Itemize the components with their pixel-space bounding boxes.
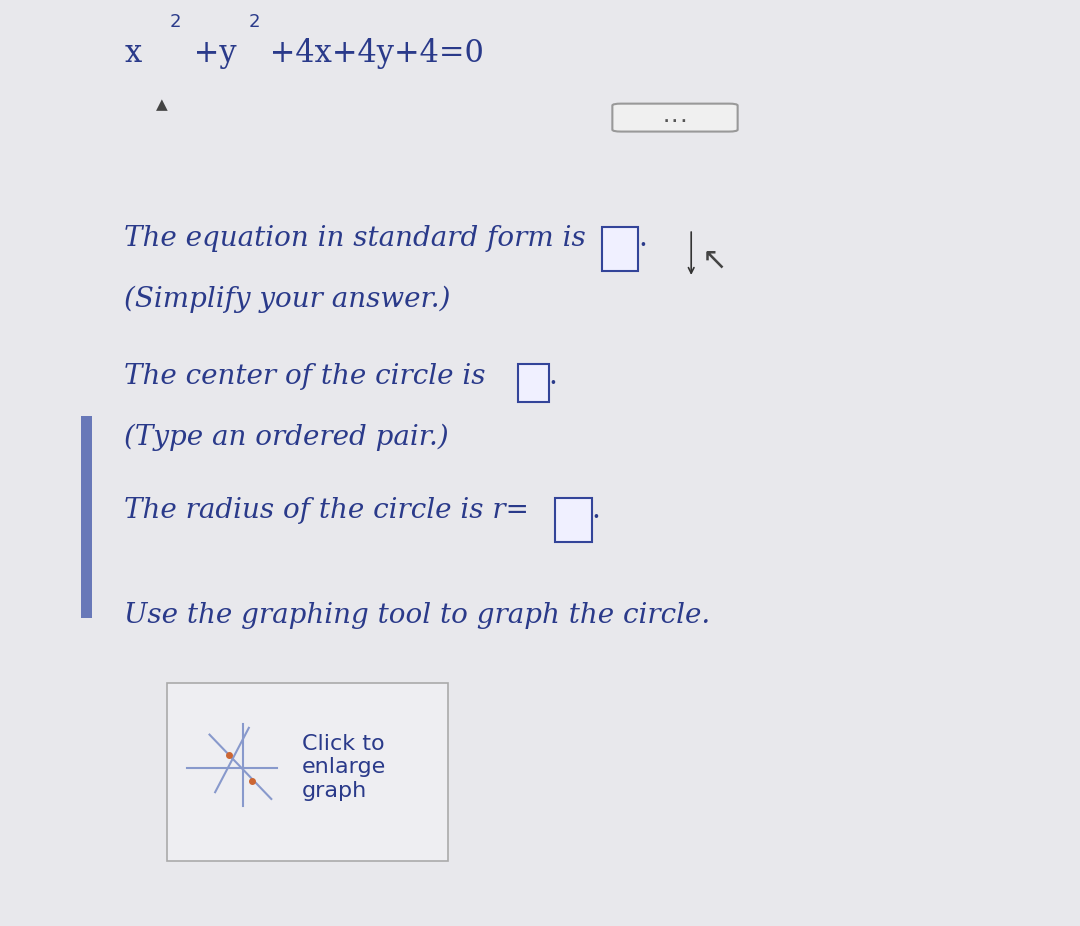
Text: Use the graphing tool to graph the circle.: Use the graphing tool to graph the circl…	[124, 602, 711, 629]
Bar	[81, 416, 92, 619]
Text: 2: 2	[170, 13, 181, 31]
FancyBboxPatch shape	[555, 498, 592, 542]
FancyBboxPatch shape	[518, 365, 549, 402]
Text: ▲: ▲	[157, 97, 167, 112]
Text: The center of the circle is: The center of the circle is	[124, 363, 486, 390]
Text: The radius of the circle is r=: The radius of the circle is r=	[124, 496, 529, 523]
Text: .: .	[592, 496, 600, 523]
Text: enlarge: enlarge	[302, 757, 387, 777]
Text: The equation in standard form is: The equation in standard form is	[124, 225, 586, 252]
Text: +y: +y	[184, 38, 237, 69]
Text: 2: 2	[248, 13, 260, 31]
Text: x: x	[124, 38, 141, 69]
Text: +4x+4y+4=0: +4x+4y+4=0	[260, 38, 484, 69]
FancyBboxPatch shape	[612, 104, 738, 131]
Text: .: .	[638, 225, 647, 252]
Text: graph: graph	[302, 781, 367, 801]
Text: (Simplify your answer.): (Simplify your answer.)	[124, 286, 450, 313]
Text: ...: ...	[661, 110, 689, 125]
FancyBboxPatch shape	[167, 683, 448, 861]
Text: .: .	[549, 363, 557, 390]
Text: ↖: ↖	[702, 245, 728, 274]
FancyBboxPatch shape	[602, 227, 638, 270]
Text: Click to: Click to	[302, 733, 384, 754]
Text: (Type an ordered pair.): (Type an ordered pair.)	[124, 423, 449, 451]
